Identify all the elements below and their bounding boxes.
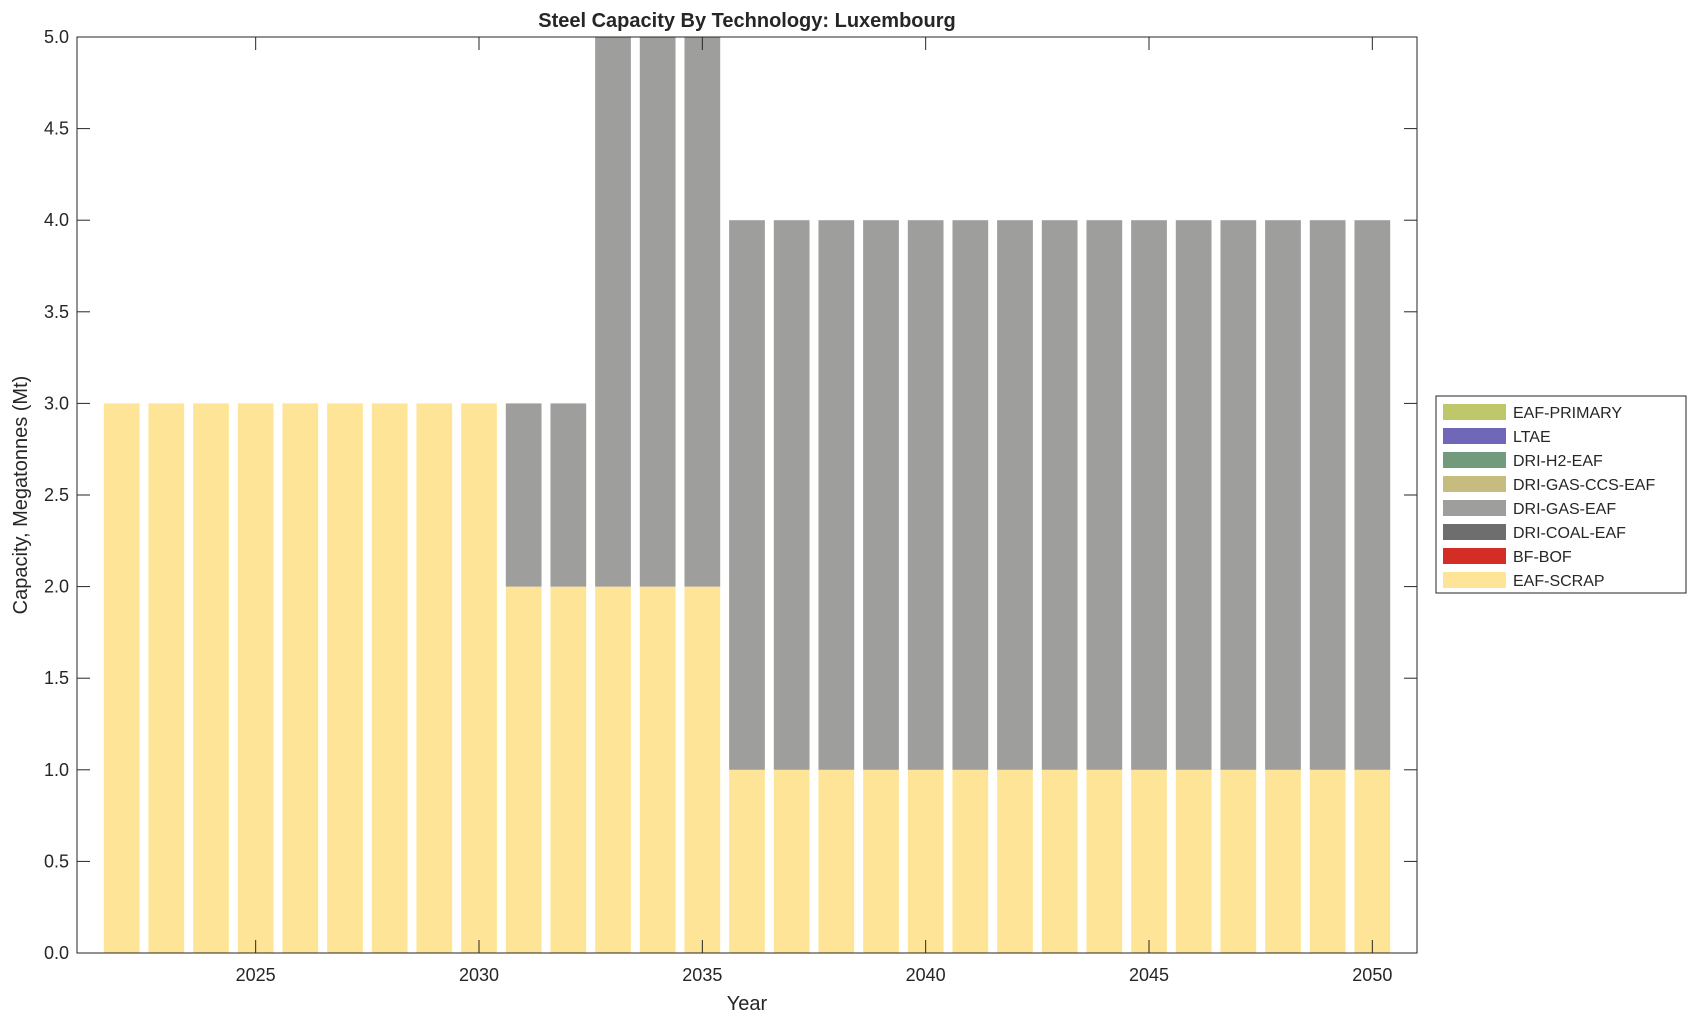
x-tick-label: 2025 (236, 965, 276, 985)
legend-label-dri-gas-eaf: DRI-GAS-EAF (1513, 501, 1616, 518)
bar-eaf-scrap-2028 (371, 403, 408, 953)
bar-dri-gas-eaf-2047 (1220, 220, 1257, 770)
y-tick-label: 3.0 (44, 393, 69, 413)
legend-swatch-dri-gas-eaf (1443, 500, 1506, 516)
y-tick-label: 4.5 (44, 119, 69, 139)
bar-dri-gas-eaf-2031 (505, 403, 542, 587)
bar-eaf-scrap-2026 (282, 403, 319, 953)
bar-eaf-scrap-2029 (416, 403, 453, 953)
bar-eaf-scrap-2039 (863, 769, 899, 953)
bar-eaf-scrap-2033 (595, 586, 631, 953)
bar-eaf-scrap-2025 (237, 403, 274, 953)
bar-eaf-scrap-2048 (1265, 769, 1301, 953)
legend: EAF-PRIMARY LTAE DRI-H2-EAF DRI-GAS-CCS-EAF… (1435, 395, 1687, 594)
bar-dri-gas-eaf-2044 (1086, 220, 1123, 770)
x-tick-label: 2045 (1129, 965, 1169, 985)
legend-swatch-eaf-scrap (1443, 572, 1506, 588)
legend-label-eaf-primary: EAF-PRIMARY (1513, 405, 1622, 422)
y-tick-label: 2.5 (44, 485, 69, 505)
x-tick-label: 2030 (459, 965, 499, 985)
x-tick-label: 2050 (1352, 965, 1392, 985)
legend-swatch-dri-gas-ccs-eaf (1443, 476, 1506, 492)
legend-label-dri-h2-eaf: DRI-H2-EAF (1513, 453, 1603, 470)
bar-eaf-scrap-2023 (148, 403, 185, 953)
legend-label-dri-coal-eaf: DRI-COAL-EAF (1513, 525, 1626, 542)
y-tick-label: 3.5 (44, 302, 69, 322)
bar-eaf-scrap-2022 (103, 403, 140, 953)
y-tick-label: 0.0 (44, 943, 69, 963)
y-tick-label: 1.5 (44, 668, 69, 688)
bar-eaf-scrap-2050 (1354, 769, 1391, 953)
bar-eaf-scrap-2047 (1220, 769, 1257, 953)
legend-swatch-ltae (1443, 428, 1506, 444)
bar-dri-gas-eaf-2041 (952, 220, 989, 770)
bar-dri-gas-eaf-2043 (1041, 220, 1078, 770)
y-tick-label: 0.5 (44, 851, 69, 871)
legend-label-ltae: LTAE (1513, 429, 1551, 446)
y-tick-label: 2.0 (44, 577, 69, 597)
y-tick-label: 5.0 (44, 27, 69, 47)
legend-swatch-dri-h2-eaf (1443, 452, 1506, 468)
bar-dri-gas-eaf-2036 (729, 220, 765, 770)
bar-eaf-scrap-2040 (907, 769, 944, 953)
bar-eaf-scrap-2045 (1131, 769, 1167, 953)
y-tick-label: 1.0 (44, 760, 69, 780)
legend-swatch-bf-bof (1443, 548, 1506, 564)
bar-dri-gas-eaf-2034 (639, 37, 676, 587)
bar-eaf-scrap-2041 (952, 769, 989, 953)
x-tick-label: 2035 (682, 965, 722, 985)
bar-dri-gas-eaf-2042 (997, 220, 1033, 770)
bar-eaf-scrap-2049 (1309, 769, 1346, 953)
bar-eaf-scrap-2030 (461, 403, 497, 953)
legend-label-eaf-scrap: EAF-SCRAP (1513, 573, 1605, 590)
legend-label-bf-bof: BF-BOF (1513, 549, 1572, 566)
bar-dri-gas-eaf-2032 (550, 403, 587, 587)
bar-dri-gas-eaf-2037 (773, 220, 810, 770)
chart-title: Steel Capacity By Technology: Luxembourg (538, 10, 955, 32)
bar-dri-gas-eaf-2035 (684, 37, 721, 587)
bar-eaf-scrap-2043 (1041, 769, 1078, 953)
bar-eaf-scrap-2031 (505, 586, 542, 953)
bar-eaf-scrap-2035 (684, 586, 721, 953)
bar-eaf-scrap-2038 (818, 769, 855, 953)
bar-eaf-scrap-2044 (1086, 769, 1123, 953)
bar-eaf-scrap-2037 (773, 769, 810, 953)
bar-dri-gas-eaf-2040 (907, 220, 944, 770)
bar-eaf-scrap-2027 (327, 403, 363, 953)
x-tick-label: 2040 (906, 965, 946, 985)
bar-eaf-scrap-2032 (550, 586, 587, 953)
bar-dri-gas-eaf-2049 (1309, 220, 1346, 770)
bar-dri-gas-eaf-2046 (1175, 220, 1212, 770)
bar-dri-gas-eaf-2045 (1131, 220, 1167, 770)
bar-eaf-scrap-2042 (997, 769, 1033, 953)
y-tick-label: 4.0 (44, 210, 69, 230)
bar-dri-gas-eaf-2033 (595, 37, 631, 587)
x-axis-label: Year (727, 993, 768, 1015)
y-axis-label: Capacity, Megatonnes (Mt) (10, 376, 32, 615)
bar-eaf-scrap-2036 (729, 769, 765, 953)
legend-swatch-eaf-primary (1443, 404, 1506, 420)
bar-eaf-scrap-2024 (193, 403, 229, 953)
bar-eaf-scrap-2046 (1175, 769, 1212, 953)
bar-eaf-scrap-2034 (639, 586, 676, 953)
legend-swatch-dri-coal-eaf (1443, 524, 1506, 540)
legend-label-dri-gas-ccs-eaf: DRI-GAS-CCS-EAF (1513, 477, 1655, 494)
bar-dri-gas-eaf-2050 (1354, 220, 1391, 770)
bar-dri-gas-eaf-2039 (863, 220, 899, 770)
bar-dri-gas-eaf-2038 (818, 220, 855, 770)
bar-dri-gas-eaf-2048 (1265, 220, 1301, 770)
